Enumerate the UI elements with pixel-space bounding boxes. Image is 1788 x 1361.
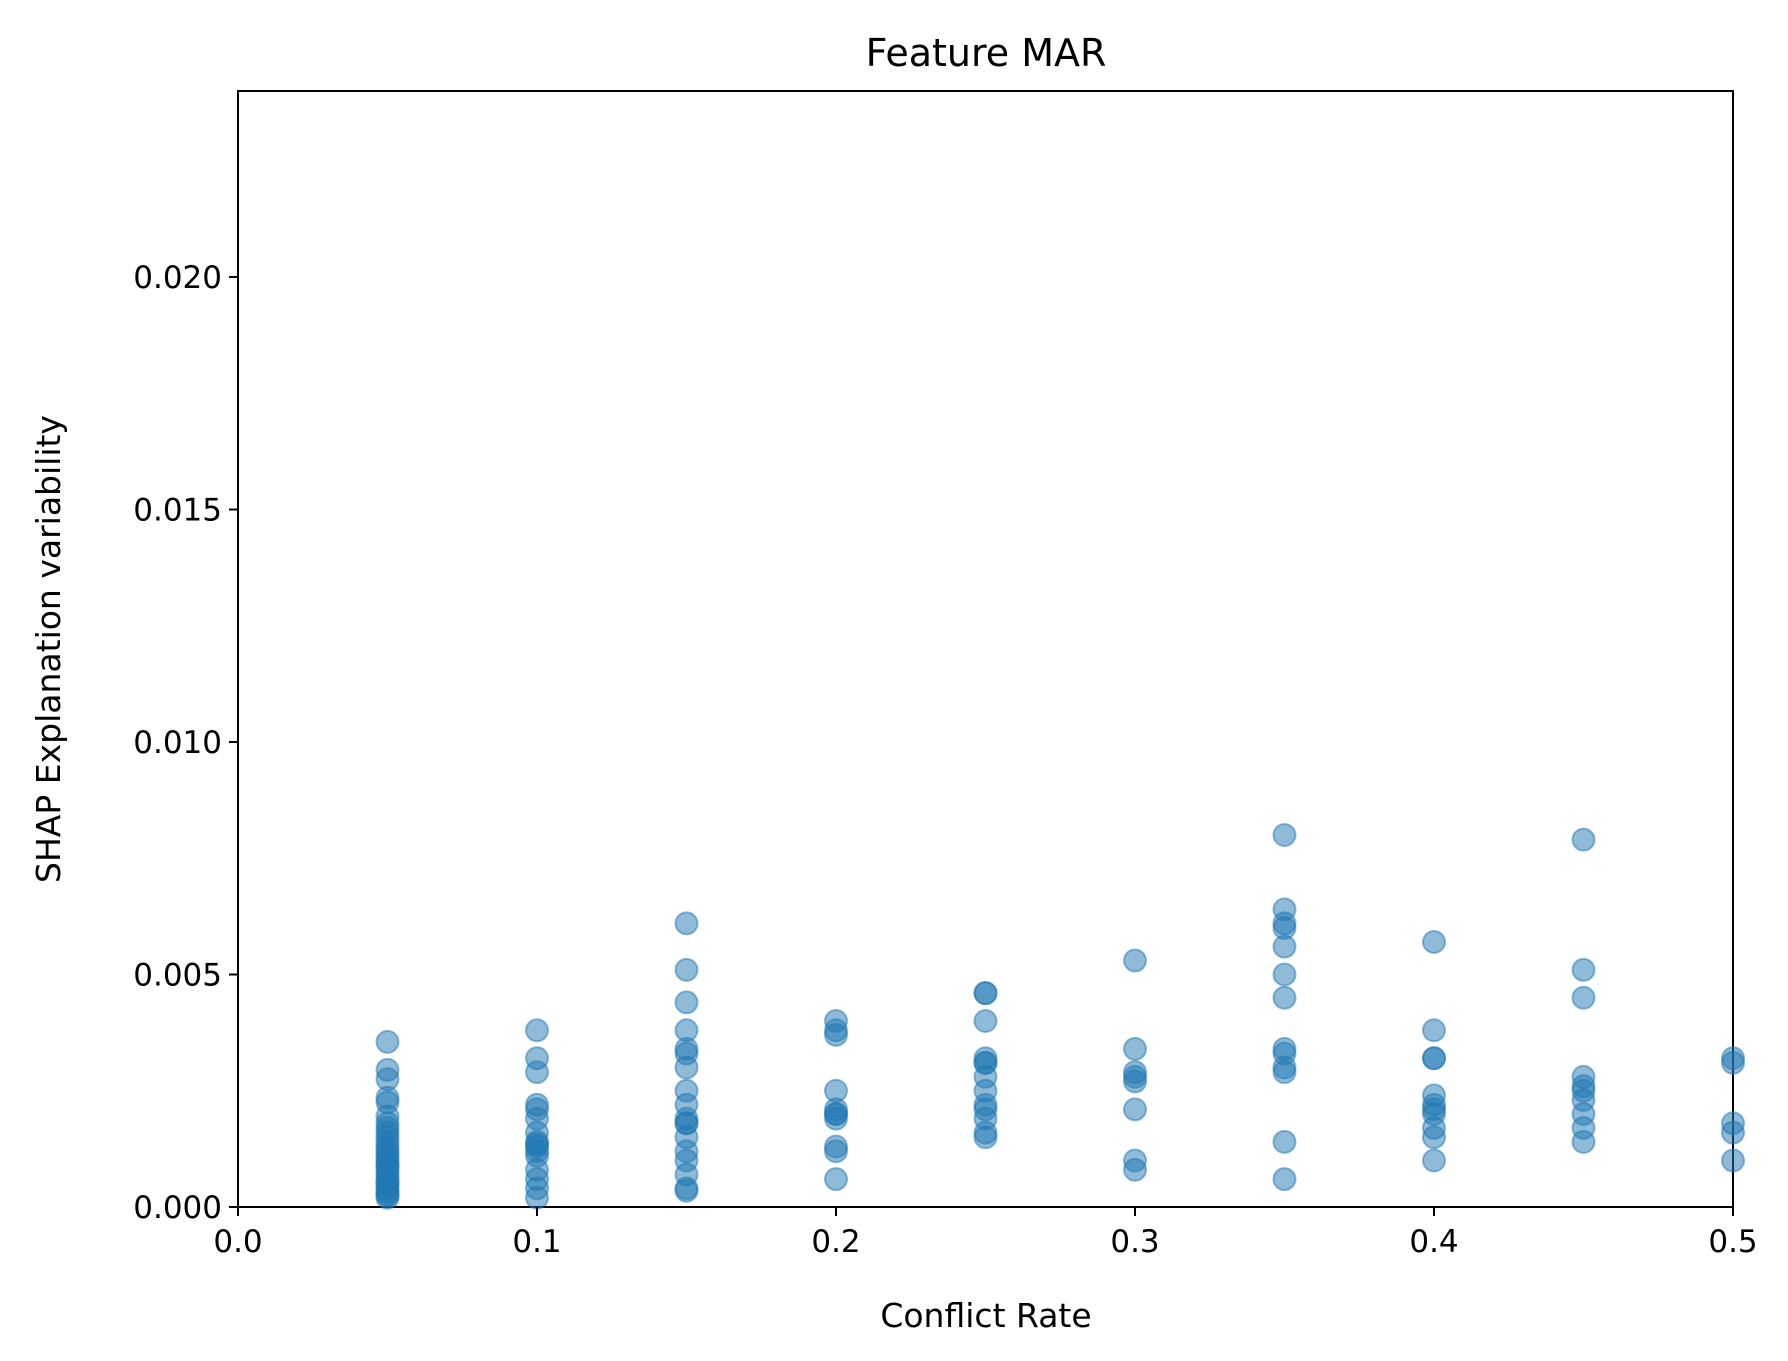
y-tick-label: 0.000 [133,1190,222,1226]
x-tick-label: 0.4 [1409,1224,1458,1260]
x-axis: 0.0 0.1 0.2 0.3 0.4 0.5 [213,1207,1758,1260]
y-axis: 0.000 0.005 0.010 0.015 0.020 [133,260,238,1226]
x-tick-label: 0.0 [213,1224,262,1260]
data-point [1272,1167,1297,1192]
data-point [674,1111,699,1136]
data-point [1272,1129,1297,1154]
data-point [1422,1148,1446,1173]
data-point [1272,985,1297,1010]
data-point [674,957,699,982]
data-point [1123,948,1147,973]
data-point [973,1050,998,1075]
y-tick-label: 0.005 [133,958,222,994]
data-point [1721,1148,1745,1173]
data-point [375,1029,400,1054]
data-point [1571,985,1596,1010]
data-point [1721,1050,1745,1075]
data-point [973,1009,998,1033]
data-point [525,1185,549,1210]
data-point [525,1060,549,1085]
data-point [674,990,699,1015]
data-point [674,1055,699,1080]
data-point [1571,1129,1596,1154]
x-tick-label: 0.3 [1110,1224,1159,1260]
data-point [1123,1036,1147,1061]
data-point [674,1178,699,1203]
data-point [525,1134,549,1159]
points-layer [375,823,1745,1210]
y-tick-label: 0.020 [133,260,222,296]
y-tick-label: 0.010 [133,725,222,761]
data-point [1422,1018,1446,1043]
x-tick-label: 0.2 [811,1224,860,1260]
data-point [1123,1069,1147,1094]
data-point [1272,1060,1297,1085]
data-point [1571,957,1596,982]
data-point [1721,1120,1745,1145]
x-tick-label: 0.5 [1708,1224,1757,1260]
data-point [1272,823,1297,847]
data-point [1272,962,1297,987]
data-point [1123,1097,1147,1122]
data-point [824,1167,848,1192]
y-tick-label: 0.015 [133,493,222,529]
data-point [674,911,699,936]
chart-title: Feature MAR [866,31,1107,75]
data-point [1422,1125,1446,1150]
data-point [375,1153,400,1178]
data-point [1123,1157,1147,1182]
data-point [824,1102,848,1126]
data-point [1571,827,1596,852]
plot-frame [237,90,1734,1208]
data-point [1422,1046,1446,1071]
data-point [1422,929,1446,954]
data-point [973,1125,998,1150]
data-point [973,981,998,1006]
data-point [824,1139,848,1164]
data-point [525,1018,549,1043]
data-point [824,1022,848,1047]
data-point [1272,934,1297,959]
y-axis-label: SHAP Explanation variability [29,415,68,883]
x-axis-label: Conflict Rate [880,1296,1091,1335]
x-tick-label: 0.1 [512,1224,561,1260]
